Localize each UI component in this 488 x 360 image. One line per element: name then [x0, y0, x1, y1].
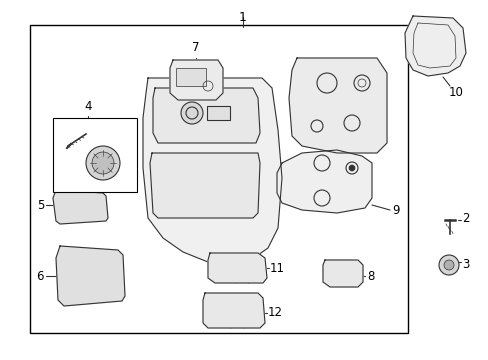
Text: 2: 2 [461, 212, 468, 225]
Polygon shape [288, 58, 386, 153]
Circle shape [92, 152, 114, 174]
Bar [206, 106, 229, 120]
Text: 7: 7 [192, 41, 199, 54]
Text: 1: 1 [239, 11, 246, 24]
Polygon shape [323, 260, 362, 287]
Text: 3: 3 [461, 258, 468, 271]
Polygon shape [170, 60, 223, 100]
Bar [176, 68, 205, 86]
Polygon shape [203, 293, 264, 328]
Text: 12: 12 [267, 306, 283, 320]
Circle shape [443, 260, 453, 270]
Circle shape [181, 102, 203, 124]
Circle shape [348, 165, 354, 171]
Polygon shape [276, 150, 371, 213]
Polygon shape [404, 16, 465, 76]
Bar [53, 118, 137, 192]
Polygon shape [56, 246, 125, 306]
Text: 6: 6 [37, 270, 44, 283]
Bar [30, 25, 407, 333]
Text: 10: 10 [447, 86, 463, 99]
Circle shape [86, 146, 120, 180]
Text: 8: 8 [366, 270, 374, 283]
Polygon shape [207, 253, 266, 283]
Polygon shape [142, 78, 282, 267]
Polygon shape [153, 88, 260, 143]
Text: 4: 4 [84, 100, 92, 113]
Text: 11: 11 [269, 261, 285, 274]
Text: 9: 9 [391, 203, 399, 216]
Polygon shape [150, 153, 260, 218]
Polygon shape [53, 190, 108, 224]
Circle shape [438, 255, 458, 275]
Text: 5: 5 [37, 198, 44, 212]
